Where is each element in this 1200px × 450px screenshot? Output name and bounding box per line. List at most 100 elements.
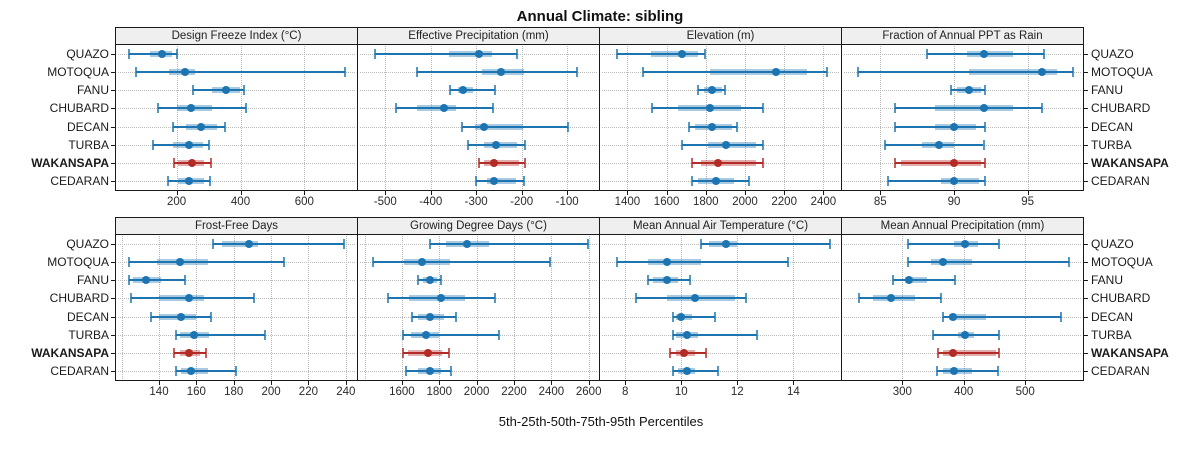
band-25th-75th (403, 259, 451, 266)
band-25th-75th (650, 51, 698, 58)
gridline-14 (793, 236, 795, 379)
station-label-fanu: FANU (76, 83, 109, 98)
plot-area (841, 44, 1088, 191)
median-dot (935, 140, 944, 149)
median-dot (175, 258, 184, 267)
axis-tick-14 (793, 381, 795, 385)
whisker-cap-5th (690, 157, 693, 168)
whisker-cap-95th (244, 103, 247, 114)
whisker-cap-95th (761, 103, 764, 114)
whisker-cap-5th (857, 67, 860, 78)
band-25th-75th (701, 159, 757, 166)
whisker-cap-95th (342, 239, 345, 250)
whisker-5th-95th (895, 107, 1043, 110)
whisker-5th-95th (449, 89, 496, 92)
row-guide (118, 352, 355, 354)
axis-tick-label-1400: 1400 (614, 196, 641, 208)
whisker-cap-95th (283, 257, 286, 268)
whisker-cap-5th (646, 275, 649, 286)
whisker-cap-5th (401, 347, 404, 358)
whisker-5th-95th (213, 243, 344, 246)
whisker-cap-5th (373, 49, 376, 60)
band-25th-75th (900, 159, 981, 166)
axis-tick-label-90: 90 (947, 196, 961, 208)
band-25th-75th (417, 105, 456, 112)
whisker-5th-95th (908, 261, 1070, 264)
whisker-cap-5th (641, 67, 644, 78)
whisker-5th-95th (672, 333, 757, 336)
row-tick-left (111, 126, 115, 128)
whisker-cap-95th (210, 311, 213, 322)
station-label-motoqua: MOTOQUA (1091, 65, 1153, 80)
whisker-cap-5th (416, 275, 419, 286)
whisker-cap-5th (671, 365, 674, 376)
whisker-cap-95th (586, 239, 589, 250)
whisker-cap-95th (264, 329, 267, 340)
strip-title: Effective Precipitation (mm) (357, 27, 600, 44)
axis-tick-label-180: 180 (224, 386, 244, 398)
whisker-cap-5th (428, 239, 431, 250)
whisker-cap-5th (386, 293, 389, 304)
median-dot (424, 348, 433, 357)
whisker-cap-5th (460, 121, 463, 132)
station-label-motoqua: MOTOQUA (1091, 255, 1153, 270)
row-tick-left (111, 90, 115, 92)
whisker-5th-95th (128, 53, 177, 56)
whisker-cap-95th (204, 347, 207, 358)
whisker-5th-95th (700, 243, 830, 246)
x-axis: 200 400 600 (115, 191, 358, 217)
row-tick-left (111, 72, 115, 74)
axis-tick-label-2000: 2000 (732, 196, 758, 208)
whisker-cap-95th (747, 175, 750, 186)
station-label-chubard: CHUBARD (49, 291, 109, 306)
whisker-cap-5th (950, 85, 953, 96)
whisker-cap-95th (223, 121, 226, 132)
axis-tick-label-2200: 2200 (771, 196, 797, 208)
whisker-cap-5th (477, 157, 480, 168)
row-tick-right (1084, 180, 1088, 182)
whisker-cap-5th (411, 311, 414, 322)
x-axis: 140 160 180 200 220 240 (115, 381, 358, 407)
band-25th-75th (487, 177, 516, 184)
row-tick-right (1084, 370, 1088, 372)
whisker-5th-95th (129, 279, 186, 282)
whisker-5th-95th (859, 297, 941, 300)
median-dot (187, 158, 196, 167)
whisker-cap-5th (688, 121, 691, 132)
whisker-cap-5th (650, 103, 653, 114)
median-dot (479, 122, 488, 131)
gridline-2600 (588, 236, 590, 379)
median-dot (425, 276, 434, 285)
whisker-cap-95th (983, 157, 986, 168)
plot-area (357, 234, 600, 381)
whisker-cap-95th (498, 329, 501, 340)
whisker-5th-95th (691, 161, 763, 164)
row-tick-left (111, 316, 115, 318)
whisker-5th-95th (895, 161, 985, 164)
whisker-cap-5th (894, 103, 897, 114)
median-dot (938, 258, 947, 267)
plot-area (599, 44, 842, 191)
plot-area (357, 44, 600, 191)
whisker-cap-95th (826, 67, 829, 78)
station-label-cedaran: CEDARAN (50, 173, 109, 188)
whisker-cap-5th (671, 329, 674, 340)
median-dot (177, 312, 186, 321)
axis-tick-1600 (666, 191, 668, 195)
row-tick-right (1084, 334, 1088, 336)
whisker-cap-5th (157, 103, 160, 114)
axis-tick-2200 (784, 191, 786, 195)
median-dot (190, 330, 199, 339)
band-25th-75th (948, 313, 987, 320)
axis-tick-label-160: 160 (186, 386, 206, 398)
row-tick-left (111, 162, 115, 164)
whisker-cap-95th (243, 85, 246, 96)
whisker-cap-95th (998, 347, 1001, 358)
whisker-5th-95th (672, 369, 718, 372)
axis-tick-label--400: -400 (419, 196, 443, 208)
axis-tick-label-600: 600 (294, 196, 314, 208)
row-tick-left (111, 108, 115, 110)
whisker-5th-95th (175, 369, 236, 372)
band-25th-75th (483, 141, 518, 148)
median-dot (960, 330, 969, 339)
